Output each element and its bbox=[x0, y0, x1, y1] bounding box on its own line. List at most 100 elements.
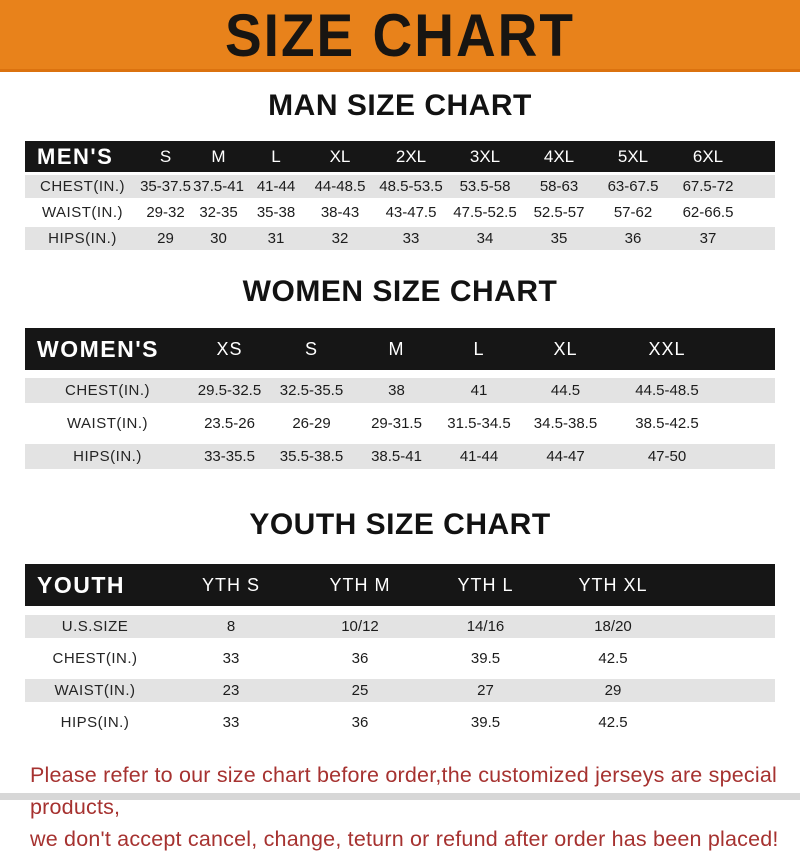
column-header: YTH XL bbox=[548, 564, 678, 606]
column-header: 4XL bbox=[522, 141, 596, 172]
row-spacer bbox=[678, 679, 775, 702]
disclaimer-line-2: we don't accept cancel, change, teturn o… bbox=[30, 827, 779, 851]
column-header: L bbox=[439, 328, 519, 370]
row-label: U.S.SIZE bbox=[25, 615, 165, 638]
table-title: MEN'S bbox=[25, 141, 140, 172]
size-cell: 41 bbox=[439, 378, 519, 403]
size-cell: 36 bbox=[596, 227, 670, 250]
row-spacer bbox=[678, 647, 775, 670]
size-cell: 38.5-41 bbox=[354, 444, 439, 469]
banner-title: SIZE CHART bbox=[225, 0, 575, 69]
size-cell: 36 bbox=[297, 711, 423, 734]
size-cell: 41-44 bbox=[246, 175, 306, 198]
row-label: CHEST(IN.) bbox=[25, 175, 140, 198]
size-cell: 44-48.5 bbox=[306, 175, 374, 198]
table-row: HIPS(IN.) 29 30 31 32 33 34 35 36 37 bbox=[25, 227, 775, 250]
size-cell: 39.5 bbox=[423, 711, 548, 734]
column-header: YTH L bbox=[423, 564, 548, 606]
size-cell: 35-37.5 bbox=[140, 175, 191, 198]
size-cell: 57-62 bbox=[596, 201, 670, 224]
men-size-table: MEN'S S M L XL 2XL 3XL 4XL 5XL 6XL CHEST(IN.) 35-37… bbox=[25, 138, 775, 253]
table-row: CHEST(IN.) 35-37.5 37.5-41 41-44 44-48.5 48.5… bbox=[25, 175, 775, 198]
size-cell: 32.5-35.5 bbox=[269, 378, 354, 403]
row-spacer bbox=[678, 615, 775, 638]
row-label: CHEST(IN.) bbox=[25, 647, 165, 670]
size-cell: 44.5 bbox=[519, 378, 612, 403]
row-spacer bbox=[746, 201, 775, 224]
size-cell: 52.5-57 bbox=[522, 201, 596, 224]
size-cell: 37 bbox=[670, 227, 746, 250]
row-label: WAIST(IN.) bbox=[25, 201, 140, 224]
row-spacer bbox=[722, 378, 775, 403]
women-section-heading: WOMEN SIZE CHART bbox=[242, 275, 558, 308]
women-size-table: WOMEN'S XS S M L XL XXL CHEST(IN.) 29.5-32.5 32.5… bbox=[25, 320, 775, 477]
table-row: CHEST(IN.) 33 36 39.5 42.5 bbox=[25, 647, 775, 670]
size-cell: 23 bbox=[165, 679, 297, 702]
size-cell: 33 bbox=[374, 227, 448, 250]
size-cell: 62-66.5 bbox=[670, 201, 746, 224]
column-header: 5XL bbox=[596, 141, 670, 172]
size-cell: 38.5-42.5 bbox=[612, 411, 722, 436]
size-cell: 29-31.5 bbox=[354, 411, 439, 436]
size-cell: 23.5-26 bbox=[190, 411, 269, 436]
column-header: XL bbox=[519, 328, 612, 370]
size-cell: 31 bbox=[246, 227, 306, 250]
size-cell: 33 bbox=[165, 647, 297, 670]
size-cell: 29.5-32.5 bbox=[190, 378, 269, 403]
size-cell: 39.5 bbox=[423, 647, 548, 670]
youth-size-table: YOUTH YTH S YTH M YTH L YTH XL U.S.SIZE 8 10/12… bbox=[25, 555, 775, 743]
size-cell: 44-47 bbox=[519, 444, 612, 469]
size-cell: 34.5-38.5 bbox=[519, 411, 612, 436]
size-cell: 48.5-53.5 bbox=[374, 175, 448, 198]
table-header-row: YOUTH YTH S YTH M YTH L YTH XL bbox=[25, 564, 775, 606]
row-label: WAIST(IN.) bbox=[25, 679, 165, 702]
row-spacer bbox=[722, 411, 775, 436]
size-cell: 42.5 bbox=[548, 647, 678, 670]
size-cell: 47-50 bbox=[612, 444, 722, 469]
order-disclaimer: Please refer to our size chart before or… bbox=[30, 759, 800, 855]
column-header: S bbox=[140, 141, 191, 172]
column-header: XXL bbox=[612, 328, 722, 370]
size-cell: 42.5 bbox=[548, 711, 678, 734]
size-cell: 47.5-52.5 bbox=[448, 201, 522, 224]
size-cell: 35 bbox=[522, 227, 596, 250]
table-title: YOUTH bbox=[25, 564, 165, 606]
column-header: L bbox=[246, 141, 306, 172]
column-header: YTH S bbox=[165, 564, 297, 606]
size-cell: 33 bbox=[165, 711, 297, 734]
size-cell: 63-67.5 bbox=[596, 175, 670, 198]
row-spacer bbox=[746, 227, 775, 250]
size-cell: 27 bbox=[423, 679, 548, 702]
row-label: CHEST(IN.) bbox=[25, 378, 190, 403]
row-label: HIPS(IN.) bbox=[25, 711, 165, 734]
size-cell: 38-43 bbox=[306, 201, 374, 224]
size-cell: 38 bbox=[354, 378, 439, 403]
table-title: WOMEN'S bbox=[25, 328, 190, 370]
row-label: HIPS(IN.) bbox=[25, 227, 140, 250]
bottom-divider bbox=[0, 793, 800, 800]
size-cell: 8 bbox=[165, 615, 297, 638]
table-header-row: MEN'S S M L XL 2XL 3XL 4XL 5XL 6XL bbox=[25, 141, 775, 172]
disclaimer-line-1: Please refer to our size chart before or… bbox=[30, 763, 777, 819]
size-cell: 36 bbox=[297, 647, 423, 670]
size-cell: 29 bbox=[548, 679, 678, 702]
size-cell: 14/16 bbox=[423, 615, 548, 638]
column-header: 2XL bbox=[374, 141, 448, 172]
row-spacer bbox=[722, 444, 775, 469]
size-cell: 29 bbox=[140, 227, 191, 250]
column-header: S bbox=[269, 328, 354, 370]
size-cell: 35.5-38.5 bbox=[269, 444, 354, 469]
size-cell: 33-35.5 bbox=[190, 444, 269, 469]
column-header: M bbox=[191, 141, 246, 172]
size-cell: 67.5-72 bbox=[670, 175, 746, 198]
size-cell: 18/20 bbox=[548, 615, 678, 638]
table-row: WAIST(IN.) 23 25 27 29 bbox=[25, 679, 775, 702]
table-row: CHEST(IN.) 29.5-32.5 32.5-35.5 38 41 44.5 44.5… bbox=[25, 378, 775, 403]
size-cell: 32-35 bbox=[191, 201, 246, 224]
column-header: 3XL bbox=[448, 141, 522, 172]
table-row: HIPS(IN.) 33-35.5 35.5-38.5 38.5-41 41-44 44-… bbox=[25, 444, 775, 469]
man-section-heading: MAN SIZE CHART bbox=[268, 89, 532, 122]
size-cell: 35-38 bbox=[246, 201, 306, 224]
table-row: HIPS(IN.) 33 36 39.5 42.5 bbox=[25, 711, 775, 734]
table-row: U.S.SIZE 8 10/12 14/16 18/20 bbox=[25, 615, 775, 638]
